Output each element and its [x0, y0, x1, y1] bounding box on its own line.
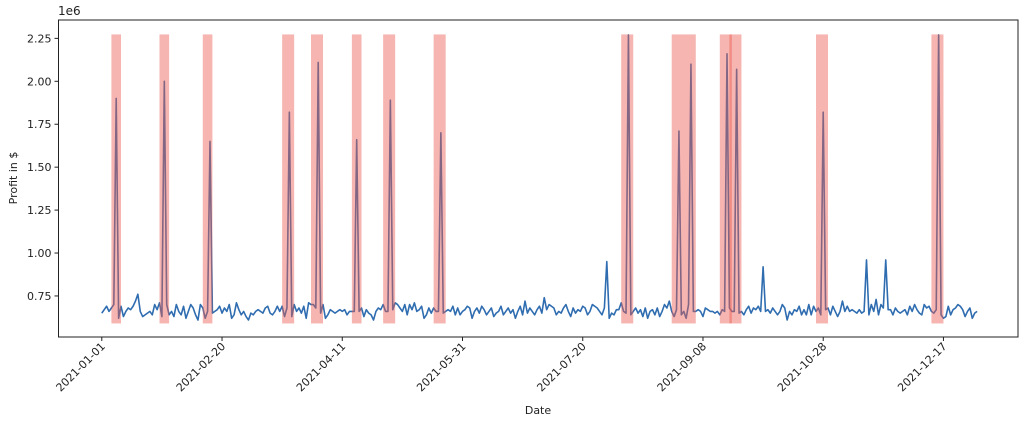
x-tick-label: 2021-02-20	[174, 340, 228, 394]
y-tick-label: 1.25	[27, 204, 52, 217]
anomaly-highlight	[729, 34, 742, 324]
x-tick-label: 2021-04-11	[294, 340, 348, 394]
y-tick-label: 0.75	[27, 290, 52, 303]
x-tick-label: 2021-12-17	[895, 340, 949, 394]
x-tick-label: 2021-07-20	[534, 340, 588, 394]
y-tick-label: 2.25	[27, 32, 52, 45]
anomaly-highlight	[311, 34, 324, 324]
x-tick-label: 2021-09-08	[655, 340, 709, 394]
anomaly-highlight	[816, 34, 829, 324]
y-tick-label: 1.00	[27, 247, 52, 260]
x-tick-label: 2021-01-01	[54, 340, 108, 394]
anomaly-highlight	[671, 34, 696, 324]
anomaly-highlight	[111, 34, 122, 324]
x-tick-label: 2021-05-31	[414, 340, 468, 394]
anomaly-highlight	[202, 34, 213, 324]
x-axis-label: Date	[525, 404, 552, 417]
anomaly-highlight	[433, 34, 446, 324]
y-tick-label: 1.50	[27, 161, 52, 174]
profit-line	[101, 34, 978, 321]
y-offset-label: 1e6	[58, 4, 81, 18]
anomaly-highlight	[931, 34, 944, 324]
anomaly-highlight	[282, 34, 295, 324]
anomaly-highlight	[719, 34, 732, 324]
axes-frame	[58, 19, 1019, 338]
y-tick-label: 2.00	[27, 75, 52, 88]
plot-area: 0.75 1.00 1.25 1.50 1.75 2.00 2.25 2021-01-01 20…	[27, 19, 1019, 394]
x-tick-label: 2021-10-28	[775, 340, 829, 394]
y-axis-label: Profit in $	[7, 152, 20, 205]
anomaly-highlight	[159, 34, 170, 324]
anomaly-highlight	[383, 34, 396, 324]
anomaly-highlight	[351, 34, 362, 324]
y-tick-label: 1.75	[27, 118, 52, 131]
anomaly-highlight	[621, 34, 634, 324]
